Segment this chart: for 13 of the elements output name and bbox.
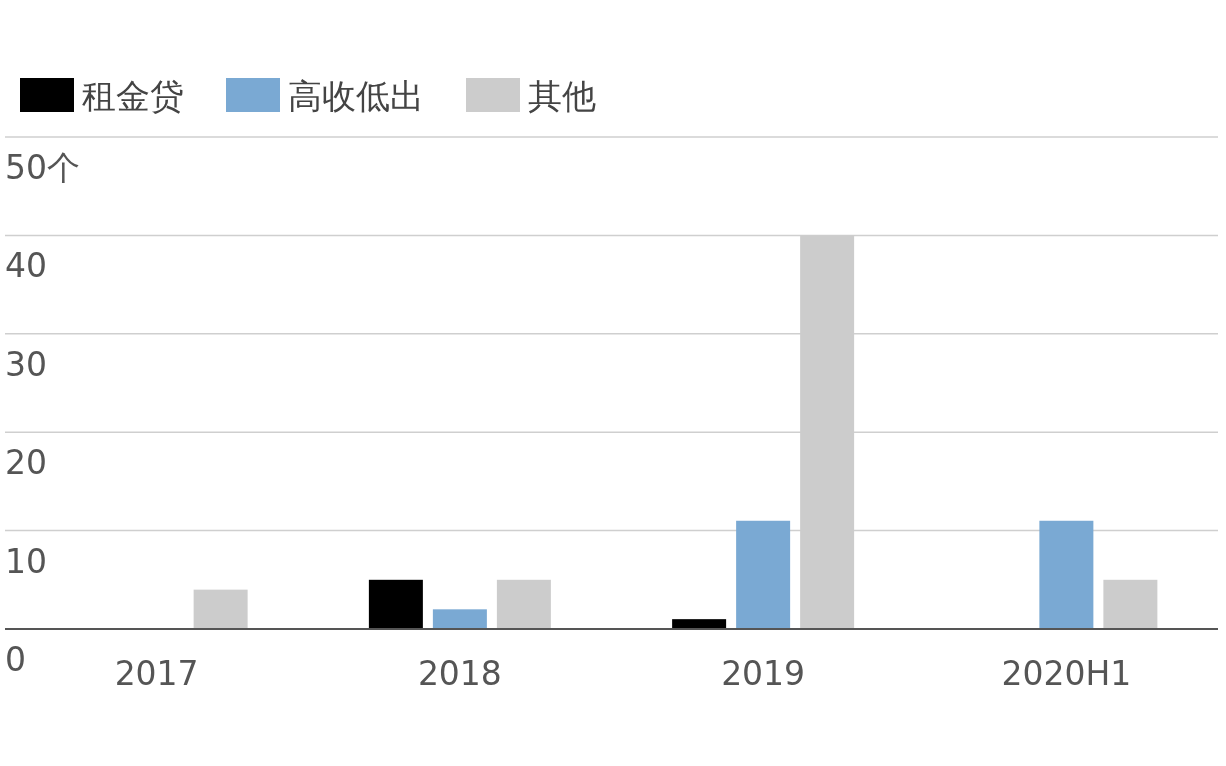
y-tick-label: 30 [5,344,47,384]
y-tick-label: 40 [5,246,47,286]
x-tick-label: 2019 [721,654,806,693]
legend-label: 其他 [528,76,596,116]
legend-label: 高收低出 [288,76,424,116]
legend-label: 租金贷 [82,76,184,116]
y-tick-label: 50个 [5,148,80,187]
y-tick-label: 20 [5,443,47,483]
y-tick-label: 0 [5,640,26,679]
x-tick-label: 2017 [114,654,199,693]
x-tick-label: 2018 [417,654,502,693]
y-tick-label: 10 [5,541,47,581]
x-tick-label: 2020H1 [1001,654,1132,693]
